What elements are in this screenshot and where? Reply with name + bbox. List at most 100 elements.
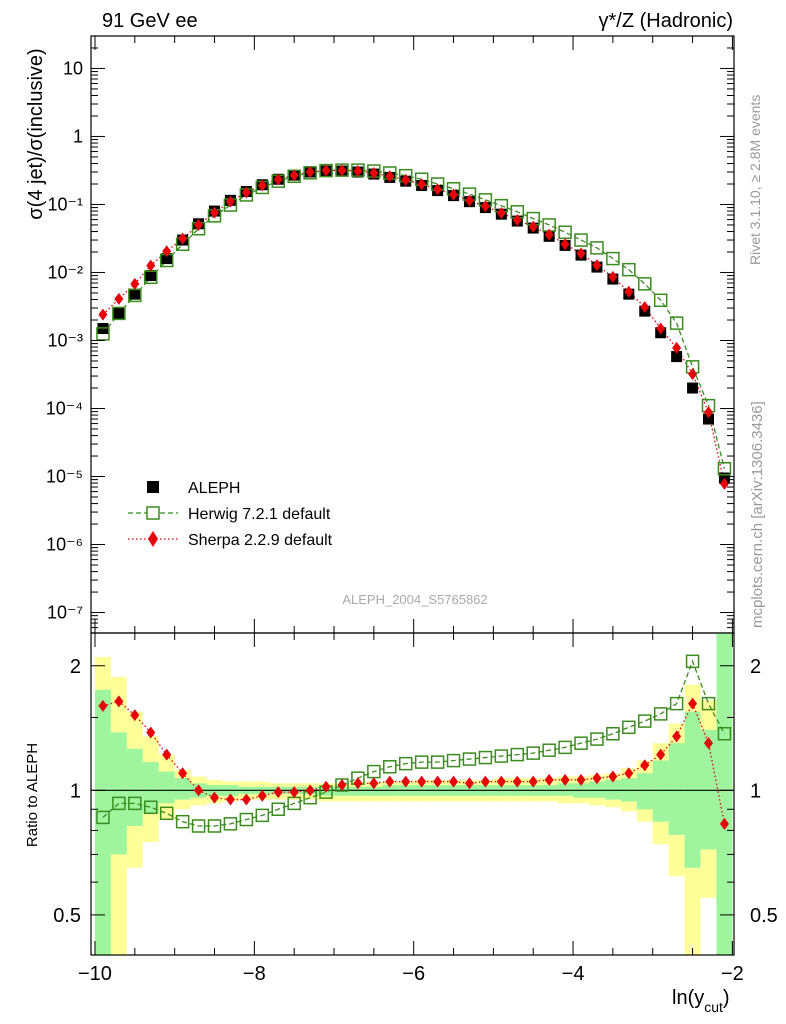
ratio-sherpa-point bbox=[576, 773, 586, 786]
sherpa-point bbox=[640, 301, 650, 314]
ratio-band-inner bbox=[110, 732, 127, 855]
herwig-line bbox=[102, 169, 726, 469]
ratio-sherpa-point bbox=[225, 793, 235, 806]
main-y-tick-label: 10⁻⁴ bbox=[46, 398, 83, 418]
ratio-herwig-point bbox=[685, 654, 700, 669]
analysis-watermark: ALEPH_2004_S5765862 bbox=[342, 592, 487, 607]
ratio-panel-ticks: 0.5 0.5 1 1 2 2 −10 −8 −6 −4 −2 bbox=[53, 633, 778, 985]
sherpa-point bbox=[528, 220, 538, 233]
ratio-sherpa-point bbox=[719, 817, 729, 830]
ratio-sherpa-point bbox=[496, 775, 506, 788]
herwig-point bbox=[622, 262, 636, 277]
ratio-herwig-point bbox=[144, 800, 158, 815]
herwig-point bbox=[112, 306, 126, 321]
ratio-band-inner bbox=[174, 778, 191, 800]
ratio-band-inner bbox=[94, 689, 111, 955]
ratio-sherpa-point bbox=[417, 775, 427, 788]
sherpa-point bbox=[225, 195, 235, 208]
header-left: 91 GeV ee bbox=[102, 10, 198, 32]
sherpa-point bbox=[210, 206, 220, 219]
ratio-bands bbox=[94, 633, 733, 955]
sherpa-point bbox=[544, 228, 554, 241]
aleph-point bbox=[671, 351, 683, 363]
ratio-sherpa-point bbox=[289, 786, 299, 799]
ratio-sherpa-point bbox=[480, 775, 490, 788]
legend-label-herwig: Herwig 7.2.1 default bbox=[188, 506, 331, 523]
legend-label-aleph: ALEPH bbox=[188, 480, 240, 497]
sherpa-point bbox=[98, 308, 108, 321]
sherpa-point bbox=[273, 173, 283, 186]
sherpa-point bbox=[592, 259, 602, 272]
ratio-panel-frame bbox=[90, 632, 735, 956]
main-y-tick-label: 10⁻² bbox=[47, 262, 83, 282]
ratio-y-tick-label-left: 2 bbox=[70, 656, 81, 678]
main-y-tick-label: 10⁻³ bbox=[47, 330, 83, 350]
ratio-herwig-point bbox=[653, 707, 668, 721]
ratio-herwig-point bbox=[717, 727, 732, 741]
ratio-herwig-point bbox=[462, 752, 477, 766]
ratio-herwig-point bbox=[271, 802, 285, 817]
herwig-point bbox=[653, 293, 668, 308]
main-panel-ticks: 10 1 10⁻¹ 10⁻² 10⁻³ 10⁻⁴ 10⁻⁵ 10⁻⁶ 10⁻⁷ bbox=[46, 36, 734, 634]
sherpa-point bbox=[385, 170, 395, 183]
ratio-band-inner bbox=[684, 711, 701, 868]
ratio-herwig-point bbox=[542, 743, 556, 757]
ratio-band-inner bbox=[365, 786, 382, 796]
sherpa-point bbox=[688, 368, 698, 381]
ratio-herwig-point bbox=[191, 819, 206, 833]
legend-marker-aleph bbox=[147, 481, 159, 493]
ratio-y-tick-label-left: 0.5 bbox=[53, 905, 81, 927]
aleph-point bbox=[703, 413, 715, 425]
ratio-band-inner bbox=[557, 783, 574, 796]
ratio-x-tick-label: −4 bbox=[562, 963, 585, 985]
sherpa-point bbox=[672, 341, 682, 354]
ratio-herwig-point bbox=[558, 740, 572, 755]
sherpa-point bbox=[401, 173, 411, 186]
aleph-point bbox=[687, 382, 699, 394]
ratio-sherpa-point bbox=[592, 772, 602, 785]
ratio-sherpa-point bbox=[369, 777, 379, 790]
ratio-herwig-point bbox=[96, 810, 110, 825]
ratio-sherpa-point bbox=[178, 767, 188, 780]
ratio-herwig-point bbox=[223, 817, 238, 831]
ratio-sherpa-point bbox=[241, 793, 251, 806]
main-y-tick-label: 1 bbox=[73, 126, 83, 146]
ratio-sherpa-point bbox=[194, 784, 204, 797]
ratio-band-inner bbox=[142, 762, 159, 814]
sherpa-point bbox=[560, 238, 570, 251]
ratio-herwig-point bbox=[446, 753, 461, 768]
sherpa-point bbox=[162, 245, 172, 258]
ratio-y-tick-label-left: 1 bbox=[70, 780, 81, 802]
ratio-herwig-point bbox=[398, 756, 413, 771]
ratio-sherpa-point bbox=[544, 773, 554, 786]
ratio-sherpa-point bbox=[433, 775, 443, 788]
sherpa-line bbox=[102, 169, 726, 484]
ratio-sherpa-point bbox=[672, 730, 682, 743]
legend-label-sherpa: Sherpa 2.2.9 default bbox=[188, 532, 333, 549]
ratio-sherpa-point bbox=[305, 784, 315, 797]
ratio-sherpa-point bbox=[512, 775, 522, 788]
ratio-herwig-point bbox=[669, 696, 684, 711]
ratio-sherpa-point bbox=[130, 709, 140, 722]
sherpa-point bbox=[624, 285, 634, 298]
ratio-sherpa-point bbox=[98, 699, 108, 712]
sherpa-point bbox=[257, 179, 267, 192]
ratio-herwig-point bbox=[606, 727, 620, 741]
sherpa-point bbox=[417, 178, 427, 191]
ratio-herwig-point bbox=[255, 808, 270, 823]
main-panel-series bbox=[96, 163, 732, 490]
ratio-herwig-point bbox=[590, 732, 604, 746]
sherpa-point bbox=[656, 322, 666, 335]
ratio-sherpa-point bbox=[385, 775, 395, 788]
ratio-sherpa-point bbox=[608, 770, 618, 783]
ratio-band-inner bbox=[349, 786, 366, 796]
main-y-tick-label: 10⁻⁵ bbox=[46, 467, 83, 487]
ratio-herwig-point bbox=[175, 814, 190, 829]
ratio-y-tick-label-right: 1 bbox=[750, 780, 761, 802]
ratio-band-inner bbox=[126, 748, 143, 826]
ratio-herwig-point bbox=[239, 812, 254, 827]
ratio-herwig-point bbox=[510, 747, 525, 762]
ratio-sherpa-point bbox=[273, 786, 283, 799]
sherpa-point bbox=[480, 200, 490, 213]
